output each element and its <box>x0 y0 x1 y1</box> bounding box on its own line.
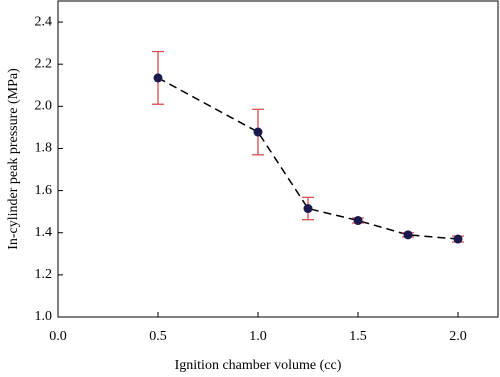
y-tick-label: 1.0 <box>35 309 53 324</box>
data-point <box>403 230 413 240</box>
x-tick-label: 1.5 <box>349 329 367 344</box>
y-axis-label: In-cylinder peak pressure (MPa) <box>6 68 21 250</box>
y-tick-label: 1.2 <box>35 267 53 282</box>
data-line <box>157 77 459 240</box>
y-tick-label: 1.8 <box>35 141 53 156</box>
y-tick-label: 2.0 <box>35 99 53 114</box>
x-tick-label: 0.0 <box>49 329 67 344</box>
y-tick-label: 2.4 <box>35 14 53 29</box>
data-point <box>253 127 263 137</box>
x-tick-label: 2.0 <box>449 329 467 344</box>
x-axis-label: Ignition chamber volume (cc) <box>175 358 342 373</box>
data-point <box>153 73 163 83</box>
plot-frame <box>57 0 499 318</box>
data-point <box>353 216 363 226</box>
x-tick-label: 0.5 <box>149 329 167 344</box>
y-tick-label: 1.4 <box>35 225 53 240</box>
x-tick-label: 1.0 <box>249 329 267 344</box>
y-tick-label: 1.6 <box>35 183 53 198</box>
data-point <box>303 204 313 214</box>
data-point <box>453 234 463 244</box>
y-tick-label: 2.2 <box>35 56 53 71</box>
